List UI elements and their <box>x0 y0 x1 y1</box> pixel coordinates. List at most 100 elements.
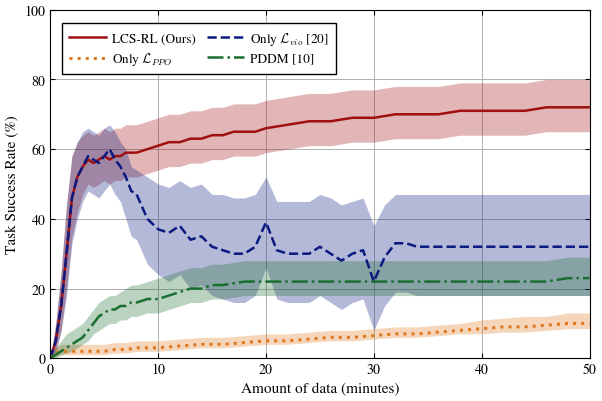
Only $\mathcal{L}_{vio}$ [20] <box>586 245 593 249</box>
Only $\mathcal{L}_{PPO}$ <box>414 332 421 336</box>
Only $\mathcal{L}_{vio}$ [20] <box>106 148 113 152</box>
LCS-RL (Ours) <box>144 148 151 152</box>
LCS-RL (Ours) <box>586 105 593 110</box>
LCS-RL (Ours) <box>73 175 81 180</box>
PDDM [10] <box>187 286 194 291</box>
Only $\mathcal{L}_{PPO}$ <box>68 349 75 354</box>
LCS-RL (Ours) <box>128 151 135 156</box>
LCS-RL (Ours) <box>500 109 507 114</box>
Line: Only $\mathcal{L}_{vio}$ [20]: Only $\mathcal{L}_{vio}$ [20] <box>51 150 589 358</box>
PDDM [10] <box>543 279 550 284</box>
LCS-RL (Ours) <box>176 140 184 145</box>
Only $\mathcal{L}_{PPO}$ <box>564 321 571 326</box>
LCS-RL (Ours) <box>241 130 248 135</box>
Line: Only $\mathcal{L}_{PPO}$: Only $\mathcal{L}_{PPO}$ <box>51 324 589 358</box>
Only $\mathcal{L}_{PPO}$ <box>306 337 313 342</box>
PDDM [10] <box>73 338 81 343</box>
Only $\mathcal{L}_{vio}$ [20] <box>144 217 151 222</box>
PDDM [10] <box>241 279 248 284</box>
LCS-RL (Ours) <box>370 116 377 121</box>
PDDM [10] <box>63 346 70 350</box>
Only $\mathcal{L}_{PPO}$ <box>392 332 399 336</box>
PDDM [10] <box>349 279 356 284</box>
PDDM [10] <box>111 307 119 312</box>
Only $\mathcal{L}_{PPO}$ <box>349 335 356 340</box>
LCS-RL (Ours) <box>111 154 119 159</box>
Only $\mathcal{L}_{PPO}$ <box>176 344 184 348</box>
PDDM [10] <box>122 304 129 309</box>
Only $\mathcal{L}_{PPO}$ <box>262 338 270 343</box>
LCS-RL (Ours) <box>187 137 194 142</box>
PDDM [10] <box>68 342 75 347</box>
PDDM [10] <box>84 328 92 333</box>
LCS-RL (Ours) <box>155 144 162 149</box>
PDDM [10] <box>284 279 291 284</box>
Line: LCS-RL (Ours): LCS-RL (Ours) <box>51 108 589 358</box>
Only $\mathcal{L}_{PPO}$ <box>327 335 334 340</box>
PDDM [10] <box>392 279 399 284</box>
LCS-RL (Ours) <box>230 130 237 135</box>
LCS-RL (Ours) <box>252 130 259 135</box>
LCS-RL (Ours) <box>435 113 442 117</box>
PDDM [10] <box>133 300 140 305</box>
Only $\mathcal{L}_{PPO}$ <box>241 340 248 345</box>
LCS-RL (Ours) <box>208 134 216 138</box>
LCS-RL (Ours) <box>133 151 140 156</box>
LCS-RL (Ours) <box>52 338 60 343</box>
Only $\mathcal{L}_{PPO}$ <box>101 349 108 354</box>
Only $\mathcal{L}_{PPO}$ <box>155 346 162 350</box>
LCS-RL (Ours) <box>95 158 102 163</box>
PDDM [10] <box>435 279 442 284</box>
PDDM [10] <box>262 279 270 284</box>
LCS-RL (Ours) <box>521 109 529 114</box>
PDDM [10] <box>166 294 173 298</box>
PDDM [10] <box>106 307 113 312</box>
LCS-RL (Ours) <box>63 252 70 257</box>
LCS-RL (Ours) <box>219 134 226 138</box>
LCS-RL (Ours) <box>101 154 108 159</box>
Only $\mathcal{L}_{PPO}$ <box>478 326 485 331</box>
Only $\mathcal{L}_{vio}$ [20] <box>47 356 54 361</box>
Line: PDDM [10]: PDDM [10] <box>51 278 589 358</box>
PDDM [10] <box>414 279 421 284</box>
LCS-RL (Ours) <box>392 113 399 117</box>
PDDM [10] <box>564 276 571 281</box>
LCS-RL (Ours) <box>47 356 54 361</box>
Only $\mathcal{L}_{PPO}$ <box>521 325 529 330</box>
Only $\mathcal{L}_{PPO}$ <box>370 333 377 338</box>
LCS-RL (Ours) <box>166 140 173 145</box>
Only $\mathcal{L}_{PPO}$ <box>52 351 60 356</box>
PDDM [10] <box>155 297 162 302</box>
LCS-RL (Ours) <box>58 304 65 309</box>
LCS-RL (Ours) <box>543 105 550 110</box>
X-axis label: Amount of data (minutes): Amount of data (minutes) <box>241 382 399 395</box>
Only $\mathcal{L}_{PPO}$ <box>79 349 86 354</box>
LCS-RL (Ours) <box>106 158 113 163</box>
PDDM [10] <box>47 356 54 361</box>
PDDM [10] <box>500 279 507 284</box>
Only $\mathcal{L}_{PPO}$ <box>58 349 65 354</box>
Only $\mathcal{L}_{vio}$ [20] <box>111 158 119 163</box>
Only $\mathcal{L}_{PPO}$ <box>197 342 205 347</box>
LCS-RL (Ours) <box>456 109 464 114</box>
Only $\mathcal{L}_{PPO}$ <box>111 347 119 352</box>
Only $\mathcal{L}_{PPO}$ <box>456 328 464 333</box>
LCS-RL (Ours) <box>197 137 205 142</box>
PDDM [10] <box>58 349 65 354</box>
Only $\mathcal{L}_{vio}$ [20] <box>133 192 140 197</box>
Only $\mathcal{L}_{PPO}$ <box>500 325 507 330</box>
LCS-RL (Ours) <box>122 151 129 156</box>
PDDM [10] <box>478 279 485 284</box>
LCS-RL (Ours) <box>84 158 92 163</box>
LCS-RL (Ours) <box>262 126 270 131</box>
PDDM [10] <box>327 279 334 284</box>
LCS-RL (Ours) <box>564 105 571 110</box>
PDDM [10] <box>144 297 151 302</box>
Only $\mathcal{L}_{PPO}$ <box>219 342 226 347</box>
PDDM [10] <box>52 352 60 357</box>
PDDM [10] <box>370 279 377 284</box>
Only $\mathcal{L}_{vio}$ [20] <box>327 252 334 257</box>
PDDM [10] <box>79 335 86 340</box>
Only $\mathcal{L}_{PPO}$ <box>47 356 54 361</box>
Only $\mathcal{L}_{PPO}$ <box>133 346 140 350</box>
